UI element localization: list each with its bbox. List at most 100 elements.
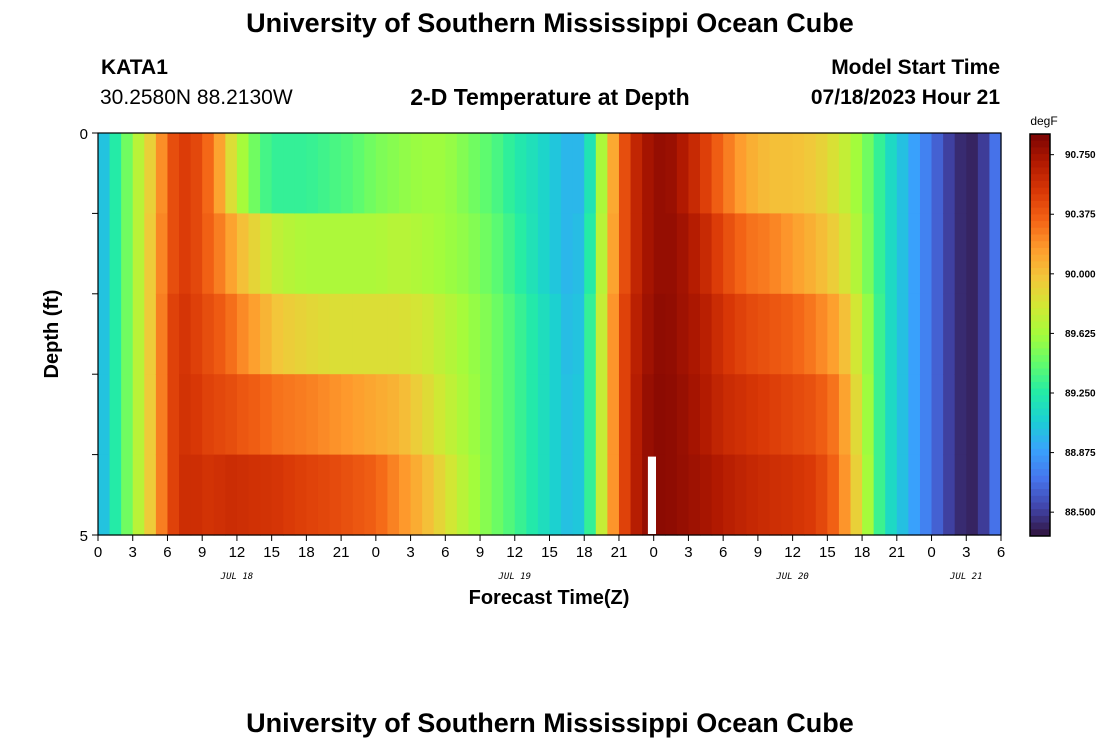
- heatmap-cell: [584, 293, 597, 375]
- heatmap-cell: [260, 293, 273, 375]
- heatmap-cell: [642, 293, 655, 375]
- heatmap-cell: [399, 133, 412, 214]
- colorbar-swatch: [1030, 274, 1050, 282]
- heatmap-cell: [896, 454, 909, 536]
- x-tick-label: 0: [927, 544, 935, 561]
- heatmap-cell: [850, 213, 863, 295]
- heatmap-cell: [943, 374, 956, 456]
- x-tick-label: 6: [997, 544, 1005, 561]
- heatmap-cell: [757, 454, 771, 536]
- heatmap-cell: [456, 454, 470, 536]
- heatmap-cell: [445, 213, 458, 295]
- heatmap-cell: [838, 374, 852, 456]
- heatmap-cell: [364, 213, 377, 295]
- chart-title: 2-D Temperature at Depth: [410, 84, 690, 110]
- heatmap-cell: [480, 293, 493, 375]
- x-tick-label: 15: [541, 544, 558, 561]
- heatmap-cell: [422, 454, 435, 536]
- heatmap-cell: [977, 133, 991, 214]
- heatmap-cell: [433, 213, 446, 295]
- heatmap-cell: [815, 454, 828, 536]
- heatmap-cell: [399, 213, 412, 295]
- heatmap-cell: [271, 293, 284, 375]
- heatmap-cell: [561, 374, 574, 456]
- heatmap-cell: [98, 454, 111, 536]
- heatmap-cell: [109, 213, 122, 295]
- heatmap-cell: [514, 133, 527, 214]
- heatmap-cell: [445, 133, 458, 214]
- heatmap-cell: [294, 213, 307, 295]
- heatmap-cell: [179, 133, 192, 214]
- colorbar-swatch: [1030, 402, 1050, 410]
- heatmap-cell: [642, 133, 655, 214]
- heatmap-cell: [202, 454, 215, 536]
- heatmap-cell: [919, 454, 933, 536]
- heatmap-cell: [341, 454, 354, 536]
- heatmap-cell: [306, 293, 319, 375]
- heatmap-cell: [561, 213, 574, 295]
- heatmap-cell: [549, 374, 562, 456]
- model-start-time: 07/18/2023 Hour 21: [810, 86, 1000, 109]
- heatmap-cell: [167, 293, 180, 375]
- heatmap-cell: [364, 374, 377, 456]
- heatmap-cell: [954, 133, 967, 214]
- heatmap-cell: [468, 293, 481, 375]
- heatmap-cell: [595, 133, 608, 214]
- heatmap-cell: [688, 133, 701, 214]
- heatmap-cell: [862, 293, 875, 375]
- missing-data-layer: [647, 456, 657, 534]
- heatmap-cell: [838, 133, 852, 214]
- heatmap-cell: [132, 133, 145, 214]
- heatmap-cell: [688, 454, 701, 536]
- heatmap-cell: [526, 213, 539, 295]
- colorbar-swatch: [1030, 462, 1050, 470]
- heatmap-cell: [908, 133, 921, 214]
- heatmap-cell: [896, 374, 909, 456]
- heatmap-cell: [202, 133, 215, 214]
- heatmap-cell: [433, 454, 446, 536]
- heatmap-cell: [989, 374, 1002, 456]
- heatmap-cell: [642, 213, 655, 295]
- heatmap-cell: [711, 293, 724, 375]
- heatmap-cell: [977, 454, 991, 536]
- heatmap-cell: [943, 293, 956, 375]
- heatmap-cell: [375, 374, 389, 456]
- heatmap-cell: [769, 133, 782, 214]
- heatmap-cell: [456, 213, 470, 295]
- heatmap-cell: [317, 374, 331, 456]
- heatmap-cell: [98, 293, 111, 375]
- heatmap-cell: [896, 133, 909, 214]
- heatmap-cell: [98, 213, 111, 295]
- heatmap-cells: [98, 133, 1002, 536]
- heatmap-cell: [526, 293, 539, 375]
- heatmap-cell: [700, 133, 713, 214]
- colorbar-swatch: [1030, 294, 1050, 302]
- heatmap-cell: [769, 293, 782, 375]
- x-tick-label: 15: [263, 544, 280, 561]
- x-day-label: JUL 20: [775, 572, 809, 582]
- heatmap-cell: [792, 133, 805, 214]
- x-tick-label: 6: [163, 544, 171, 561]
- colorbar-swatch: [1030, 529, 1050, 537]
- heatmap-cell: [144, 374, 157, 456]
- heatmap-cell: [873, 293, 886, 375]
- x-day-label: JUL 19: [498, 572, 532, 582]
- heatmap-cell: [943, 454, 956, 536]
- colorbar-swatch: [1030, 388, 1050, 396]
- heatmap-cell: [850, 293, 863, 375]
- heatmap-cell: [781, 454, 794, 536]
- colorbar-swatch: [1030, 509, 1050, 517]
- heatmap-cell: [572, 213, 585, 295]
- heatmap-cell: [283, 213, 296, 295]
- heatmap-cell: [781, 213, 794, 295]
- heatmap-cell: [121, 293, 134, 375]
- colorbar-swatch: [1030, 234, 1050, 242]
- heatmap-cell: [757, 213, 771, 295]
- heatmap-cell: [352, 454, 365, 536]
- heatmap-cell: [248, 374, 261, 456]
- colorbar-swatch: [1030, 154, 1050, 162]
- colorbar-swatch: [1030, 321, 1050, 329]
- heatmap-cell: [248, 133, 261, 214]
- colorbar-swatch: [1030, 207, 1050, 215]
- colorbar-swatch: [1030, 355, 1050, 363]
